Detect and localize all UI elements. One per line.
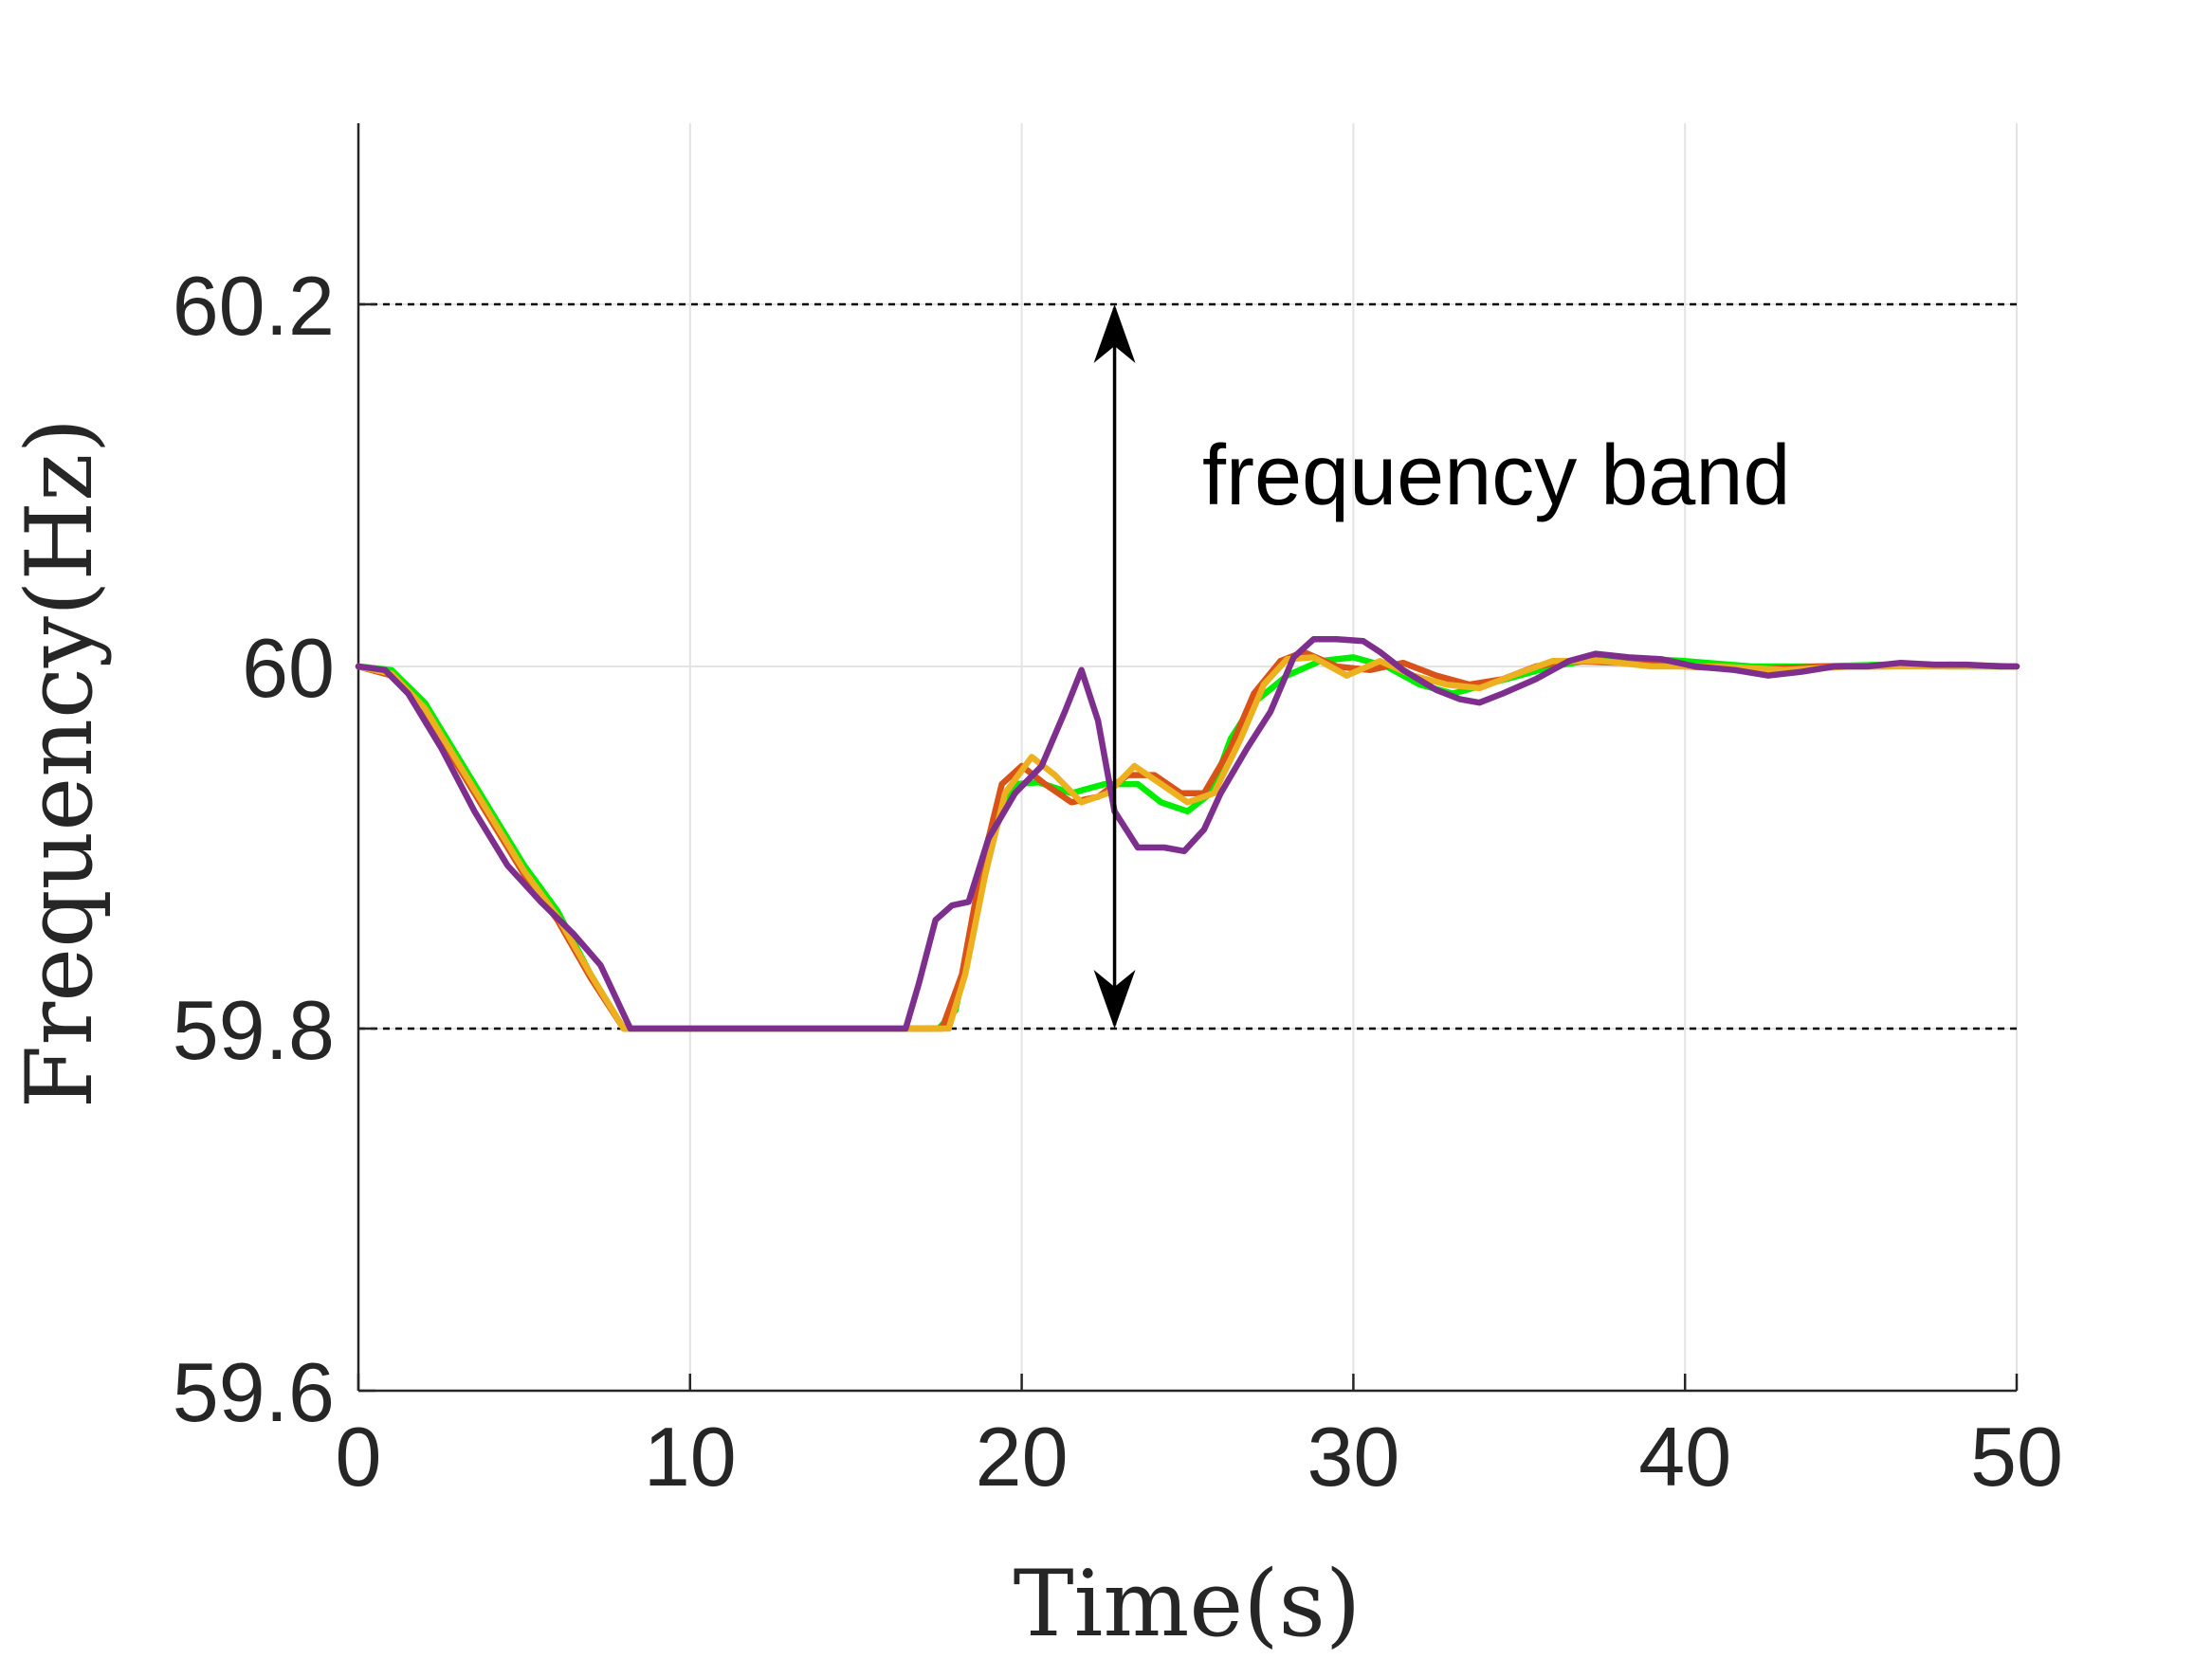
x-tick-label: 50 xyxy=(1970,1410,2063,1504)
x-tick-label: 0 xyxy=(336,1410,382,1504)
y-axis-title: Frequency(Hz) xyxy=(7,418,113,1108)
x-axis-title: Time(s) xyxy=(1014,1551,1362,1657)
arrowhead-up-icon xyxy=(1093,304,1136,363)
x-tick-label: 30 xyxy=(1307,1410,1399,1504)
series-lines xyxy=(355,636,2020,1032)
series-line xyxy=(355,654,2020,1032)
x-tick-label: 40 xyxy=(1638,1410,1731,1504)
annotation: frequency band xyxy=(1093,304,1790,1029)
arrowhead-down-icon xyxy=(1093,970,1136,1029)
tick-labels: 0 10 20 30 40 50 59.6 59.8 60 60.2 xyxy=(173,259,2063,1504)
series-line xyxy=(355,636,2020,1032)
x-tick-label: 20 xyxy=(976,1410,1069,1504)
y-tick-label: 60.2 xyxy=(173,259,335,353)
y-tick-label: 59.6 xyxy=(173,1345,335,1439)
annotation-label: frequency band xyxy=(1202,428,1790,523)
y-tick-label: 59.8 xyxy=(173,983,335,1077)
axes xyxy=(356,123,2019,1393)
y-tick-label: 60 xyxy=(242,621,335,715)
x-tick-label: 10 xyxy=(644,1410,737,1504)
